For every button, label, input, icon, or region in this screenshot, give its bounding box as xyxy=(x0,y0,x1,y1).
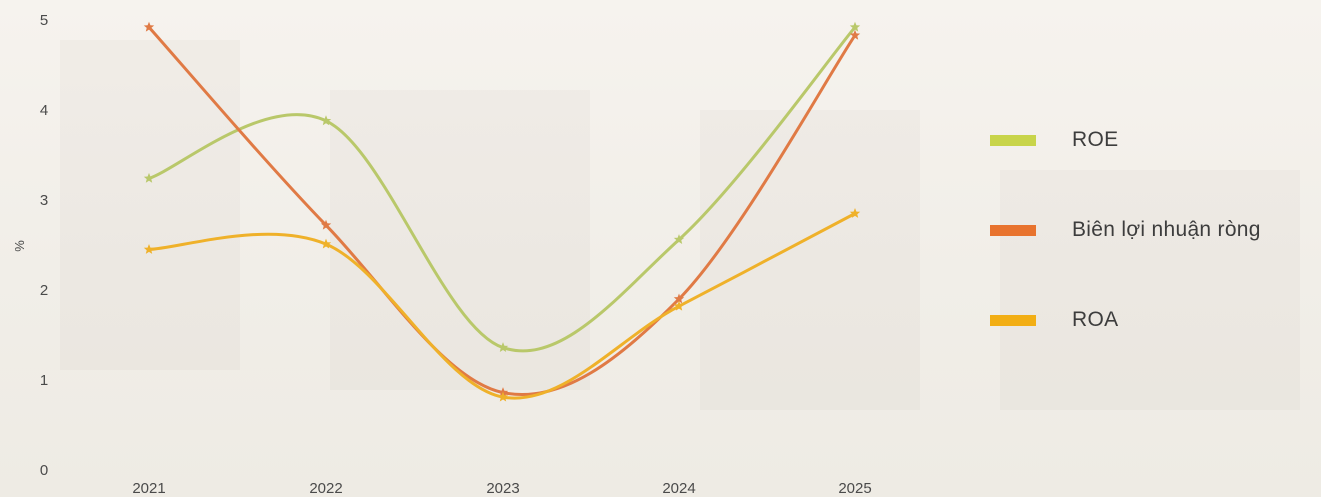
series-line-net_margin xyxy=(149,27,855,394)
legend-item-net-margin: Biên lợi nhuận ròng xyxy=(990,214,1321,248)
x-tick-label: 2022 xyxy=(309,480,342,497)
chart-legend: ROE Biên lợi nhuận ròng ROA xyxy=(990,124,1321,394)
data-point-roe xyxy=(144,173,154,183)
y-tick-label: 1 xyxy=(40,372,48,389)
y-tick-label: 4 xyxy=(40,102,48,119)
series-roe xyxy=(144,22,860,352)
legend-swatch-roa xyxy=(990,315,1036,326)
y-tick-label: 3 xyxy=(40,192,48,209)
legend-item-roe: ROE xyxy=(990,124,1321,158)
x-tick-label: 2023 xyxy=(486,480,519,497)
y-tick-label: 5 xyxy=(40,12,48,29)
y-axis-label: % xyxy=(12,240,27,252)
series-roa xyxy=(144,208,860,402)
series-lines xyxy=(144,22,860,402)
y-axis-ticks: 0 1 2 3 4 5 xyxy=(40,12,48,479)
legend-swatch-net-margin xyxy=(990,225,1036,236)
x-tick-label: 2025 xyxy=(838,480,871,497)
legend-item-roa: ROA xyxy=(990,304,1321,338)
data-point-roe xyxy=(498,342,508,352)
y-tick-label: 0 xyxy=(40,462,48,479)
x-axis-ticks: 2021 2022 2023 2024 2025 xyxy=(132,480,871,497)
legend-label-roa: ROA xyxy=(1072,308,1118,332)
series-net_margin xyxy=(144,22,860,397)
legend-label-net-margin: Biên lợi nhuận ròng xyxy=(1072,218,1261,242)
legend-swatch-roe xyxy=(990,135,1036,146)
series-line-roe xyxy=(149,27,855,351)
data-point-roa xyxy=(144,244,154,254)
series-line-roa xyxy=(149,214,855,399)
x-tick-label: 2024 xyxy=(662,480,695,497)
legend-label-roe: ROE xyxy=(1072,128,1118,152)
y-tick-label: 2 xyxy=(40,282,48,299)
x-tick-label: 2021 xyxy=(132,480,165,497)
